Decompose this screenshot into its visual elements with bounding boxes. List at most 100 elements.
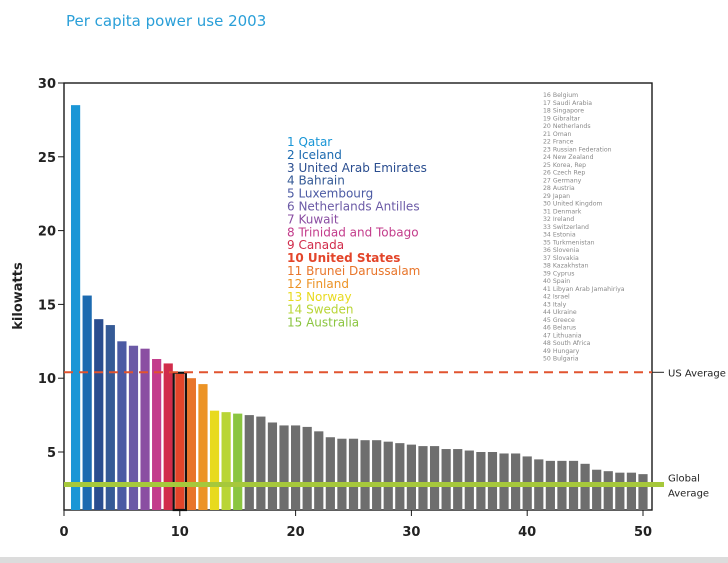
bar: [592, 469, 602, 510]
bar: [221, 412, 231, 510]
legend-rest-entry: 40 Spain: [543, 278, 570, 285]
legend-rest-entry: 26 Czech Rep: [543, 170, 585, 177]
legend-entry: 1 Qatar: [287, 135, 332, 149]
legend-rest-entry: 19 Gibraltar: [543, 115, 581, 122]
x-tick-label: 50: [634, 525, 652, 540]
bar: [603, 471, 613, 510]
bar: [464, 450, 474, 510]
x-tick-label: 30: [402, 525, 420, 540]
legend-rest-entry: 42 Israel: [543, 294, 570, 301]
bar: [128, 345, 139, 510]
bar: [256, 416, 266, 510]
y-tick-label: 30: [38, 77, 56, 92]
legend-rest-entry: 34 Estonia: [543, 232, 576, 239]
bar: [70, 105, 81, 510]
x-tick-label: 0: [59, 525, 68, 540]
legend-rest-entry: 30 United Kingdom: [543, 201, 603, 208]
bar: [406, 444, 416, 510]
bar: [279, 425, 289, 510]
bar: [209, 410, 220, 510]
bar: [418, 446, 428, 510]
bar: [152, 359, 162, 510]
global-average-label: Global: [668, 473, 700, 484]
legend-entry: 4 Bahrain: [287, 174, 345, 188]
bar: [82, 295, 92, 510]
legend-entry: 9 Canada: [287, 238, 344, 252]
bar: [395, 443, 405, 510]
legend-rest-entry: 43 Italy: [543, 301, 567, 308]
y-tick-label: 5: [47, 446, 56, 461]
legend-entry: 8 Trinidad and Tobago: [287, 225, 419, 239]
x-tick-label: 40: [518, 525, 536, 540]
legend-entry: 6 Netherlands Antilles: [287, 200, 420, 214]
bar: [511, 453, 521, 510]
legend-entry: 11 Brunei Darussalam: [287, 264, 420, 278]
bar: [244, 415, 254, 510]
legend-rest-entry: 47 Lithuania: [543, 332, 582, 339]
legend-rest-entry: 27 Germany: [543, 177, 582, 184]
legend-rest-entry: 32 Ireland: [543, 216, 574, 223]
bar: [233, 413, 243, 510]
bar: [453, 449, 463, 510]
bar: [198, 384, 208, 510]
chart-title: Per capita power use 2003: [66, 12, 267, 30]
legend-rest-entry: 23 Russian Federation: [543, 146, 612, 153]
legend-rest-entry: 24 New Zealand: [543, 154, 594, 161]
bar: [94, 319, 104, 510]
bar: [626, 472, 637, 510]
legend-rest-entry: 28 Austria: [543, 185, 575, 192]
global-average-label: Average: [668, 488, 709, 499]
legend-entry: 14 Sweden: [287, 303, 354, 317]
legend-rest-entry: 31 Denmark: [543, 208, 582, 215]
bar: [441, 449, 451, 510]
y-tick-label: 25: [38, 151, 56, 166]
legend-rest-entry: 49 Hungary: [543, 348, 580, 355]
bar: [383, 441, 393, 510]
bar: [429, 446, 440, 510]
legend-rest-entry: 21 Oman: [543, 131, 572, 138]
legend-rest-entry: 22 France: [543, 139, 574, 146]
legend-rest-entry: 25 Korea, Rep: [543, 162, 586, 169]
legend-rest-entry: 46 Belarus: [543, 325, 576, 332]
bottom-divider: [0, 557, 728, 563]
bar: [360, 440, 370, 510]
bar: [302, 426, 312, 510]
legend-entry: 10 United States: [287, 251, 400, 265]
bar: [291, 425, 301, 510]
bar: [337, 438, 347, 510]
bar: [314, 431, 324, 510]
bar: [325, 437, 335, 510]
legend-rest-entry: 50 Bulgaria: [543, 356, 579, 363]
legend-entry: 2 Iceland: [287, 148, 342, 162]
legend-entry: 12 Finland: [287, 277, 349, 291]
legend-rest-entry: 39 Cyprus: [543, 270, 574, 277]
legend-entry: 3 United Arab Emirates: [287, 161, 427, 175]
legend-rest-entry: 35 Turkmenistan: [543, 239, 595, 246]
legend-entry: 15 Australia: [287, 316, 359, 330]
bar: [175, 373, 185, 510]
highlight-bar-outline: [172, 371, 187, 512]
bar: [117, 341, 127, 510]
bar: [615, 472, 625, 510]
legend-rest-entry: 33 Switzerland: [543, 224, 589, 231]
legend-rest-entry: 16 Belgium: [543, 92, 578, 99]
y-tick-label: 15: [38, 298, 56, 313]
legend-rest-entry: 44 Ukraine: [543, 309, 577, 316]
legend-entry: 13 Norway: [287, 290, 352, 304]
bar: [476, 452, 486, 510]
legend-rest-entry: 17 Saudi Arabia: [543, 100, 592, 107]
legend-entry: 5 Luxembourg: [287, 187, 373, 201]
bar: [499, 453, 509, 510]
y-tick-label: 20: [38, 225, 56, 240]
legend-rest-entry: 18 Singapore: [543, 108, 584, 115]
bar: [105, 325, 115, 510]
bar: [163, 363, 173, 510]
bar: [372, 440, 382, 510]
legend-rest-entry: 48 South Africa: [543, 340, 591, 347]
x-tick-label: 10: [171, 525, 189, 540]
legend-rest-entry: 41 Libyan Arab Jamahiriya: [543, 286, 625, 293]
legend-rest-entry: 36 Slovenia: [543, 247, 579, 254]
us-average-label: US Average: [668, 368, 726, 379]
bar: [267, 422, 278, 510]
